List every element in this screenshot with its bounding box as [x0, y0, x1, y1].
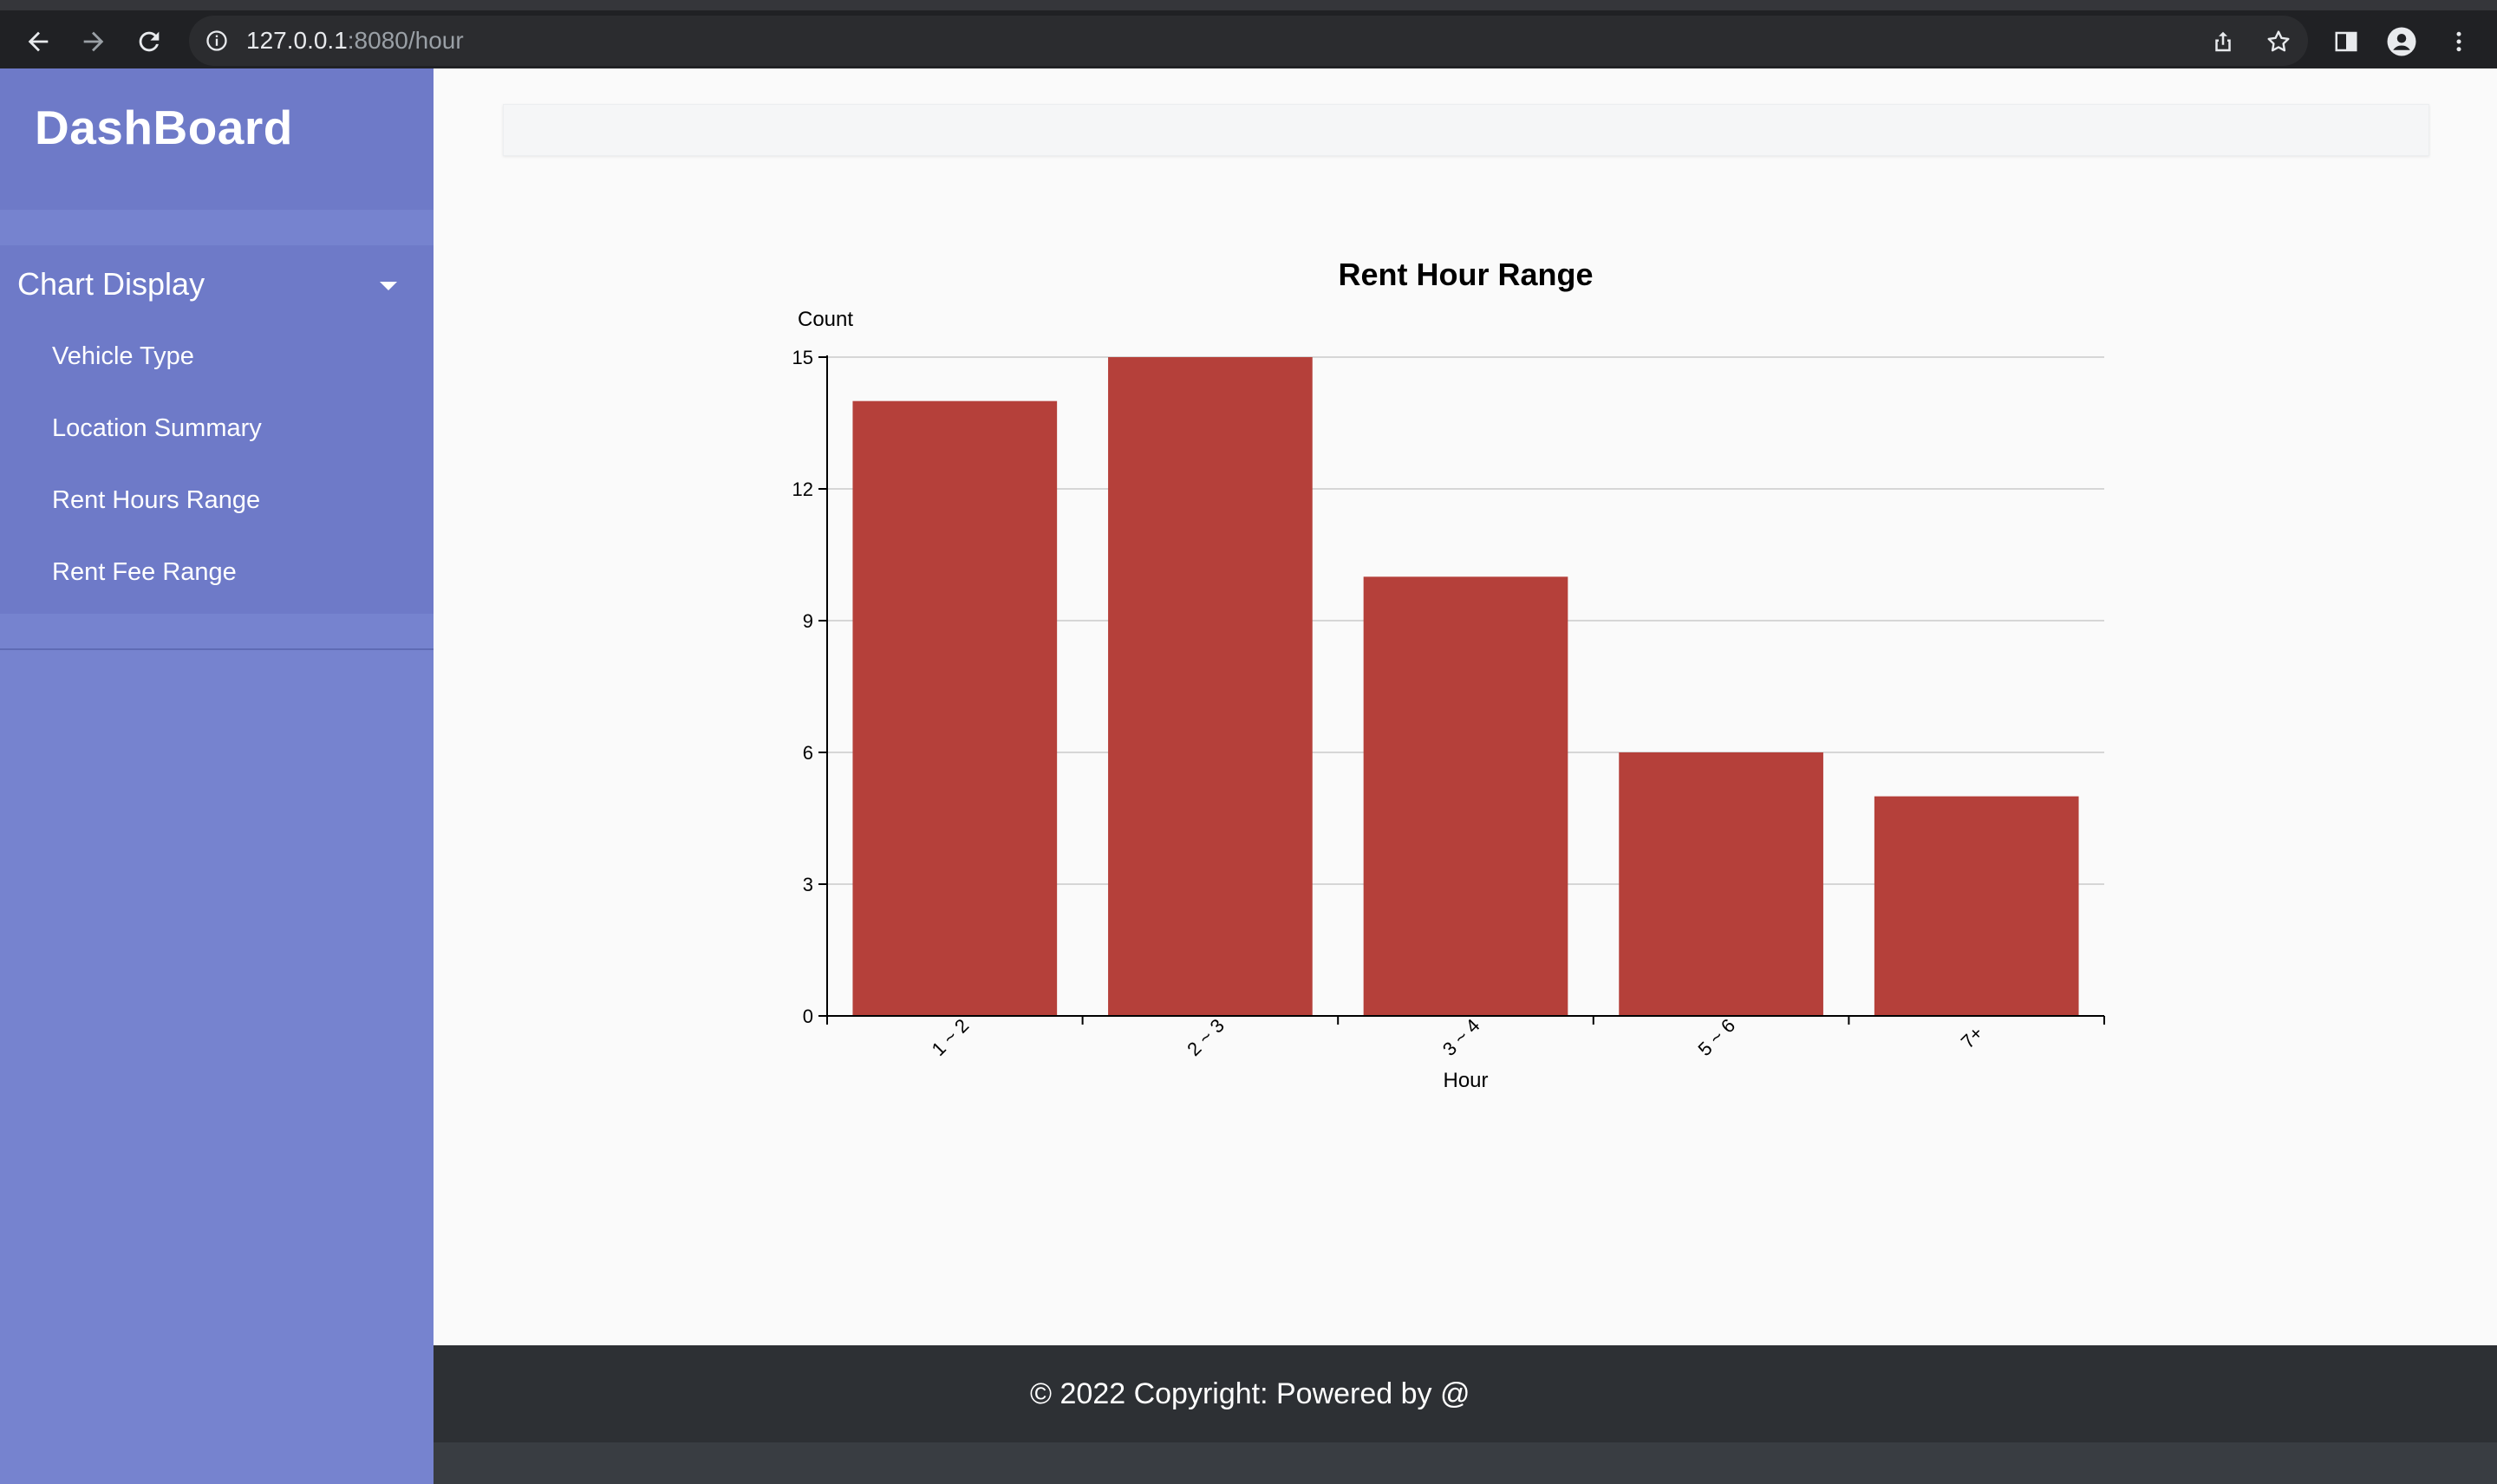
bookmark-star-icon[interactable] [2259, 23, 2298, 61]
bar-3 [1363, 576, 1568, 1016]
y-tick-label: 15 [792, 347, 813, 368]
side-panel-icon[interactable] [2327, 23, 2365, 61]
menu-header-label: Chart Display [17, 266, 205, 302]
y-tick-label: 12 [792, 478, 813, 500]
bar-chart: 0 3 6 9 12 15 1 ~ 2 2 ~ 3 3 ~ 4 5 ~ 6 7+ Rent Hour … [792, 257, 2105, 1092]
address-bar[interactable]: 127.0.0.1:8080/hour [189, 16, 2308, 66]
chart-display-menu: Chart Display Vehicle Type Location Summ… [0, 245, 434, 614]
sidebar-item-vehicle-type[interactable]: Vehicle Type [0, 329, 434, 389]
x-tick-label: 2 ~ 3 [1183, 1014, 1229, 1060]
sidebar-item-label: Rent Fee Range [52, 558, 237, 586]
sidebar-item-rent-fee-range[interactable]: Rent Fee Range [0, 544, 434, 605]
main-content: 0 3 6 9 12 15 1 ~ 2 2 ~ 3 3 ~ 4 5 ~ 6 7+ Rent Hour … [434, 68, 2497, 1345]
x-tick-label: 3 ~ 4 [1438, 1014, 1484, 1060]
back-icon[interactable] [19, 23, 57, 61]
y-tick-label: 0 [803, 1006, 813, 1027]
y-tick-label: 3 [803, 874, 813, 895]
info-icon[interactable] [205, 29, 229, 57]
footer-bottom [434, 1442, 2497, 1484]
reload-icon[interactable] [130, 23, 168, 61]
bar-1 [852, 400, 1058, 1017]
y-tick-label: 6 [803, 742, 813, 764]
sidebar-item-label: Vehicle Type [52, 342, 194, 370]
x-axis-label: Hour [1443, 1069, 1488, 1092]
x-tick-label: 5 ~ 6 [1693, 1014, 1739, 1060]
sidebar: DashBoard Chart Display Vehicle Type Loc… [0, 68, 434, 1484]
chart-display-toggle[interactable]: Chart Display [0, 245, 434, 329]
more-options-icon[interactable] [2440, 23, 2478, 61]
y-tick-label: 9 [803, 610, 813, 632]
bar-5 [1874, 796, 2079, 1016]
sidebar-divider [0, 648, 434, 650]
sidebar-item-rent-hours-range[interactable]: Rent Hours Range [0, 472, 434, 533]
y-axis-label: Count [798, 308, 853, 331]
x-tick-label: 1 ~ 2 [928, 1014, 974, 1060]
chart-container: 0 3 6 9 12 15 1 ~ 2 2 ~ 3 3 ~ 4 5 ~ 6 7+ Rent Hour … [434, 68, 2497, 1345]
sidebar-item-label: Location Summary [52, 414, 262, 442]
x-tick-label: 7+ [1957, 1022, 1987, 1052]
url-text: 127.0.0.1:8080/hour [246, 27, 464, 54]
forward-icon[interactable] [75, 23, 113, 61]
share-icon[interactable] [2204, 23, 2242, 61]
footer: © 2022 Copyright: Powered by @ [434, 1345, 2497, 1442]
profile-avatar-icon[interactable] [2383, 23, 2421, 61]
brand-title[interactable]: DashBoard [35, 101, 293, 154]
bar-2 [1108, 357, 1313, 1016]
top-panel [503, 104, 2429, 156]
chart-title: Rent Hour Range [1338, 257, 1593, 292]
bar-4 [1619, 752, 1823, 1016]
caret-down-icon [378, 280, 399, 296]
browser-toolbar: 127.0.0.1:8080/hour [0, 0, 2497, 68]
sidebar-item-location-summary[interactable]: Location Summary [0, 400, 434, 461]
brand-block: DashBoard [0, 68, 434, 210]
sidebar-item-label: Rent Hours Range [52, 486, 261, 514]
footer-copyright: © 2022 Copyright: Powered by @ [1030, 1377, 1470, 1410]
